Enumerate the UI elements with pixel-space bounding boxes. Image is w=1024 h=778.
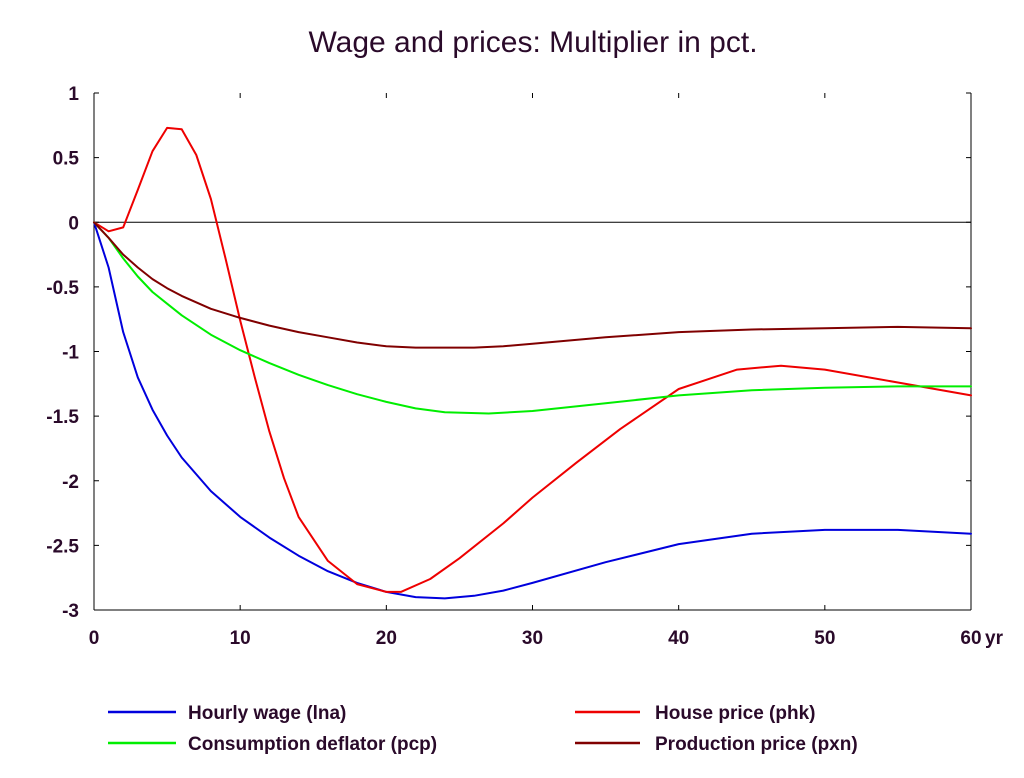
x-axis: 0 10 20 30 40 50 60 yr [89,93,1004,649]
series-line [93,221,972,349]
series-line [93,126,972,593]
y-tick-label: -3 [62,601,79,622]
y-tick-label: -1 [62,343,79,364]
y-axis: 1 0.5 0 -0.5 -1 -1.5 -2 -2.5 -3 [46,84,971,622]
y-tick-label: 0 [68,213,79,234]
series-line [93,221,972,415]
x-tick-label: 10 [230,628,251,649]
y-tick-label: -2.5 [46,536,79,557]
legend-label: House price (phk) [655,703,815,724]
series-lines [93,126,972,600]
y-tick-label: -1.5 [46,407,79,428]
legend: Hourly wage (lna) House price (phk) Consum… [108,703,858,755]
plot-frame [93,93,972,611]
x-tick-label: 30 [522,628,543,649]
y-tick-label: 1 [68,84,79,105]
x-tick-label: 0 [89,628,100,649]
x-unit-label: yr [985,628,1004,649]
legend-label: Consumption deflator (pcp) [188,734,437,755]
chart-title: Wage and prices: Multiplier in pct. [308,26,757,59]
y-tick-label: -0.5 [46,278,79,299]
x-tick-label: 20 [376,628,397,649]
legend-label: Production price (pxn) [655,734,858,755]
legend-label: Hourly wage (lna) [188,703,346,724]
x-tick-label: 60 [960,628,981,649]
x-tick-label: 50 [814,628,835,649]
y-tick-label: 0.5 [53,149,80,170]
y-tick-label: -2 [62,472,79,493]
x-tick-label: 40 [668,628,689,649]
